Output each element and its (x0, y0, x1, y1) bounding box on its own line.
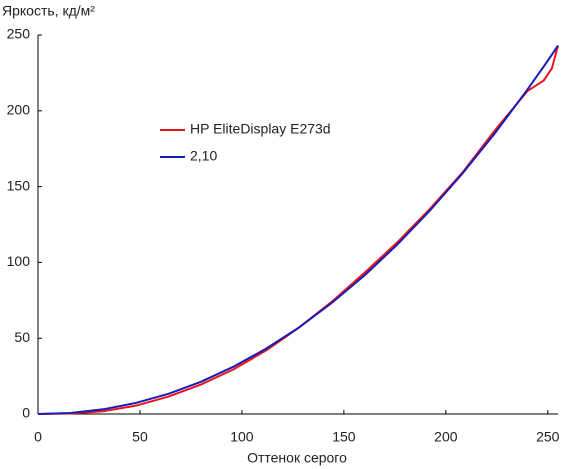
x-tick-label: 150 (332, 429, 356, 445)
y-tick-label: 250 (7, 26, 31, 42)
x-tick-label: 50 (132, 429, 148, 445)
x-axis-label: Оттенок серого (247, 450, 347, 466)
y-tick-label: 0 (22, 405, 30, 421)
y-tick-label: 150 (7, 177, 31, 193)
x-tick-label: 0 (34, 429, 42, 445)
y-tick-label: 50 (14, 329, 30, 345)
series-line (37, 45, 559, 415)
x-tick-label: 250 (536, 429, 560, 445)
legend-label: HP EliteDisplay E273d (190, 121, 331, 137)
x-tick-label: 100 (230, 429, 254, 445)
y-tick-label: 200 (7, 102, 31, 118)
y-axis-label: Яркость, кд/м² (2, 3, 95, 19)
y-tick-label: 100 (7, 253, 31, 269)
x-tick-label: 200 (434, 429, 458, 445)
series-line (37, 45, 559, 415)
legend-label: 2,10 (190, 148, 217, 164)
